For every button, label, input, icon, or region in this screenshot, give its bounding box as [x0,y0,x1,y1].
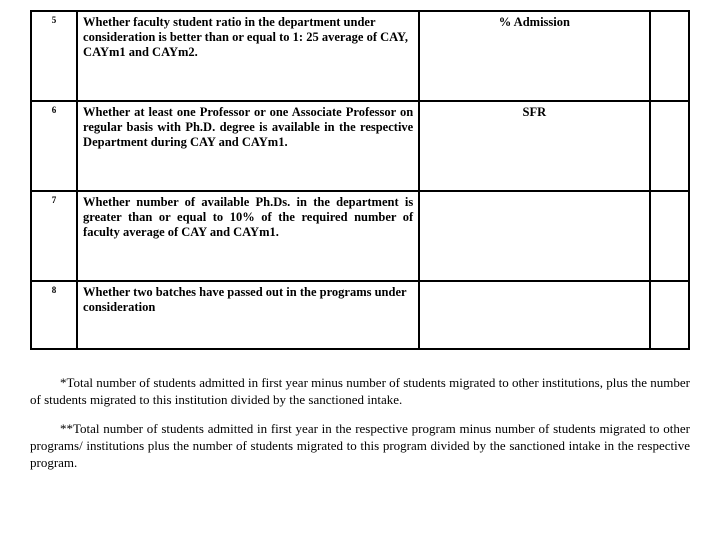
footnotes-section: *Total number of students admitted in fi… [30,375,690,471]
row-description: Whether number of available Ph.Ds. in th… [77,191,419,281]
row-number: 7 [31,191,77,281]
row-number: 6 [31,101,77,191]
table-row: 5Whether faculty student ratio in the de… [31,11,689,101]
table-row: 7Whether number of available Ph.Ds. in t… [31,191,689,281]
row-metric: % Admission [419,11,649,101]
row-number: 5 [31,11,77,101]
footnote-1: *Total number of students admitted in fi… [30,375,690,409]
row-extra [650,11,689,101]
criteria-table: 5Whether faculty student ratio in the de… [30,10,690,350]
row-description: Whether two batches have passed out in t… [77,281,419,349]
row-number: 8 [31,281,77,349]
row-description: Whether faculty student ratio in the dep… [77,11,419,101]
row-metric: SFR [419,101,649,191]
row-extra [650,101,689,191]
row-metric [419,191,649,281]
table-row: 8Whether two batches have passed out in … [31,281,689,349]
footnote-2: **Total number of students admitted in f… [30,421,690,472]
row-description: Whether at least one Professor or one As… [77,101,419,191]
row-extra [650,191,689,281]
table-row: 6Whether at least one Professor or one A… [31,101,689,191]
table-body: 5Whether faculty student ratio in the de… [31,11,689,349]
row-metric [419,281,649,349]
row-extra [650,281,689,349]
